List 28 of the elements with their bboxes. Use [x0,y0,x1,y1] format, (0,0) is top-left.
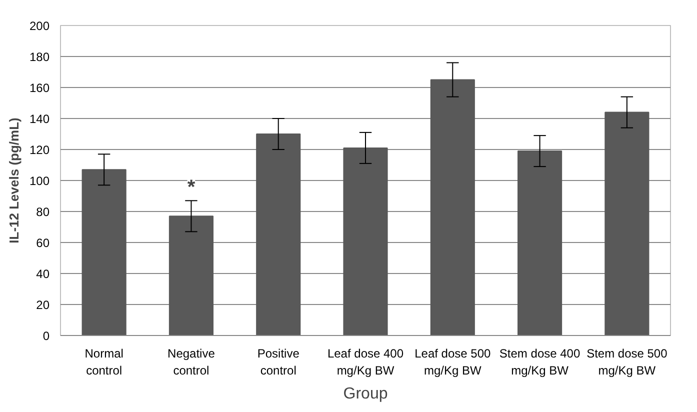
bar [604,112,650,336]
bar [256,134,301,336]
y-tick-label: 60 [36,236,50,250]
bar [518,150,562,336]
y-tick-label: 160 [29,81,50,95]
y-tick-label: 80 [36,205,50,219]
bar [168,216,214,336]
bar [430,79,475,336]
y-tick-label: 40 [36,267,50,281]
y-tick-label: 0 [42,329,50,343]
x-tick-label: Positive control [257,346,300,378]
bar [82,169,126,336]
y-axis-title: IL-12 Levels (pg/mL) [6,118,22,244]
x-tick-label: Stem dose 500 mg/Kg BW [586,346,668,378]
y-tick-label: 140 [29,112,50,126]
x-tick-label: Negative control [168,346,216,378]
y-tick-label: 200 [29,19,50,33]
x-tick-label: Stem dose 400 mg/Kg BW [499,346,580,378]
x-axis-title: Group [343,385,388,402]
y-tick-label: 20 [36,298,50,312]
y-tick-label: 120 [29,143,50,157]
x-tick-label: Leaf dose 400 mg/Kg BW [327,346,404,378]
annotation: * [187,176,196,199]
bar [343,147,388,336]
y-tick-label: 180 [29,50,50,64]
x-tick-label: Normal control [84,346,124,378]
y-tick-label: 100 [29,174,50,188]
x-tick-label: Leaf dose 500 mg/Kg BW [414,346,491,378]
